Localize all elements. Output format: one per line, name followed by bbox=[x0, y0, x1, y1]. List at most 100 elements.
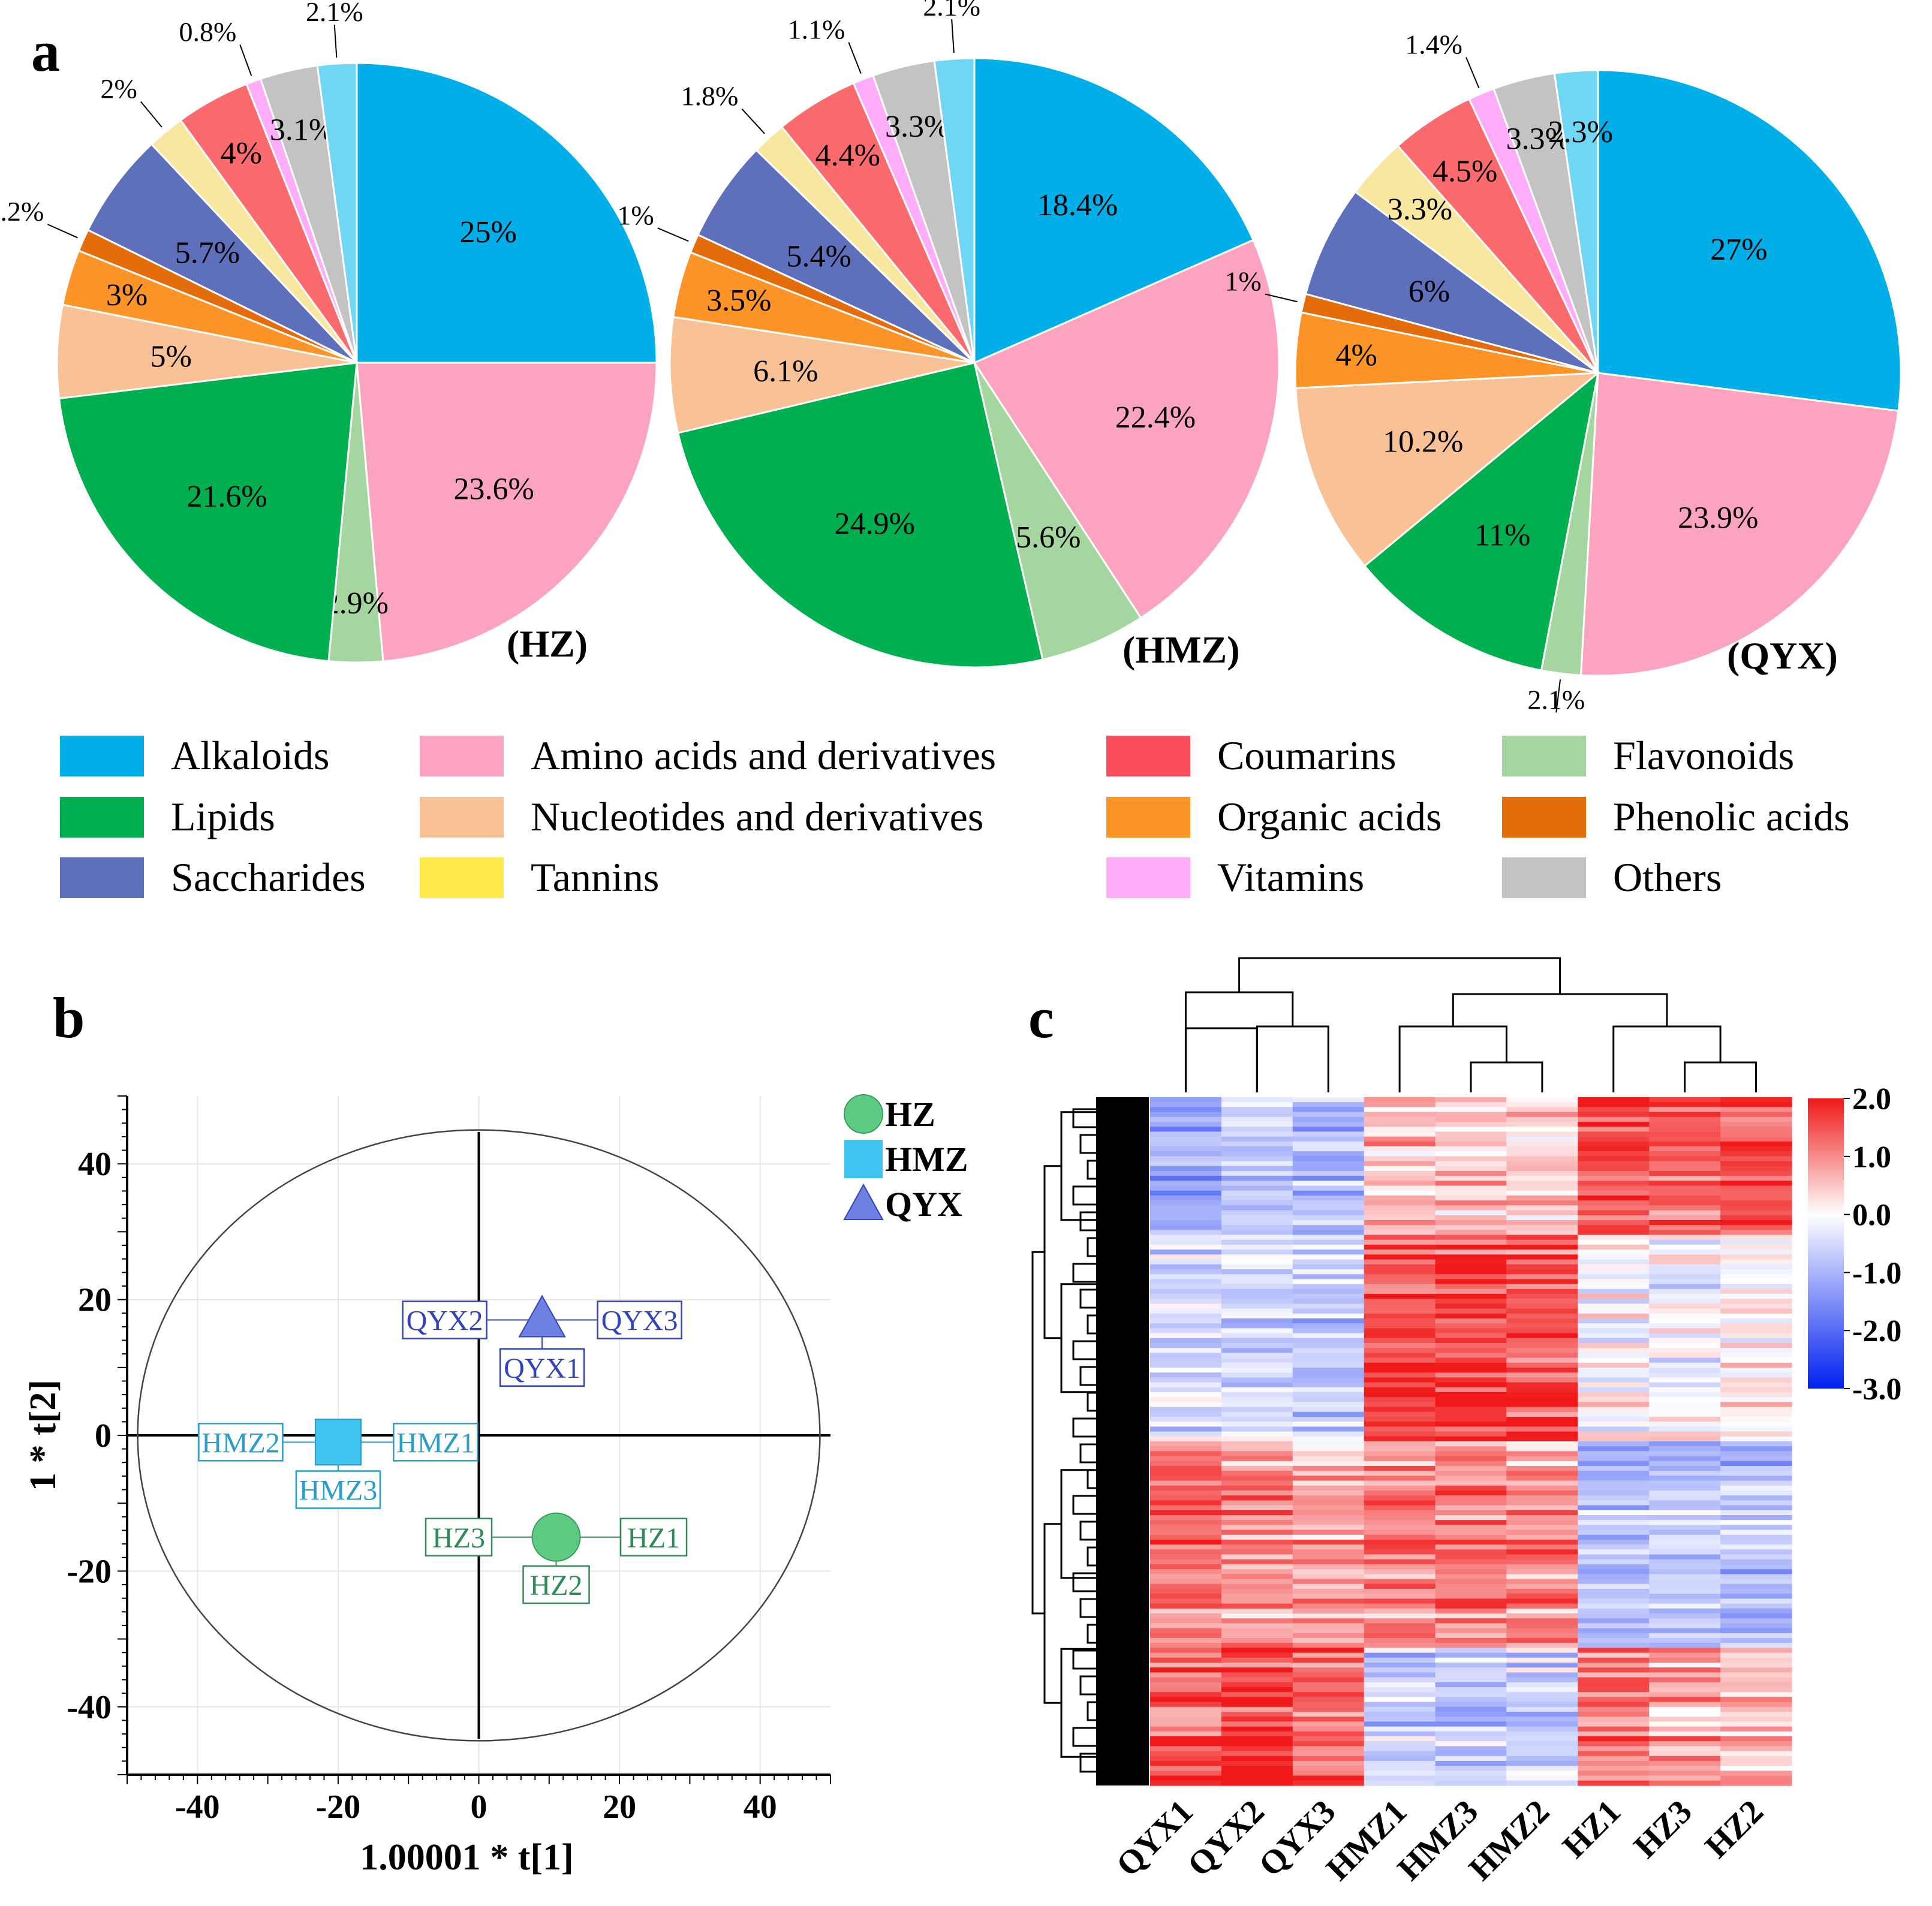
heatmap-cell bbox=[1578, 1407, 1650, 1413]
heatmap-cell bbox=[1506, 1210, 1578, 1216]
heatmap-cell bbox=[1292, 1461, 1365, 1467]
heatmap-cell bbox=[1720, 1377, 1792, 1383]
heatmap-cell bbox=[1720, 1603, 1792, 1609]
heatmap-cell bbox=[1364, 1294, 1436, 1299]
pie-slice-label: 4.5% bbox=[1433, 154, 1497, 188]
heatmap-cell bbox=[1649, 1141, 1721, 1147]
heatmap-cell bbox=[1435, 1279, 1507, 1285]
heatmap-cell bbox=[1150, 1176, 1222, 1181]
heatmap-cell bbox=[1506, 1303, 1578, 1309]
heatmap-cell bbox=[1435, 1249, 1507, 1255]
heatmap-cell bbox=[1150, 1770, 1222, 1776]
heatmap-cell bbox=[1435, 1181, 1507, 1187]
pie-chart-qyx: 27% 23.9% 2.1% 11% 10.2% 4% 1% 6% 3.3% 4.5% 1.4% 3.… bbox=[1224, 29, 1902, 715]
heatmap-cell bbox=[1364, 1706, 1436, 1712]
heatmap-cell bbox=[1720, 1446, 1792, 1452]
heatmap-cell bbox=[1150, 1131, 1222, 1137]
heatmap-cell bbox=[1435, 1549, 1507, 1555]
heatmap-cell bbox=[1364, 1392, 1436, 1398]
heatmap-cell bbox=[1649, 1534, 1721, 1540]
heatmap-cell bbox=[1578, 1234, 1650, 1240]
row-dendrogram-branch bbox=[1072, 1649, 1097, 1670]
heatmap-cell bbox=[1150, 1451, 1222, 1457]
heatmap-cell bbox=[1435, 1485, 1507, 1491]
heatmap-cell bbox=[1150, 1471, 1222, 1476]
heatmap-cell bbox=[1221, 1761, 1293, 1766]
heatmap-cell bbox=[1221, 1397, 1293, 1402]
heatmap-cell bbox=[1435, 1500, 1507, 1506]
heatmap-cell bbox=[1649, 1721, 1721, 1727]
heatmap-cell bbox=[1649, 1520, 1721, 1525]
heatmap-cell bbox=[1364, 1146, 1436, 1152]
heatmap-cell bbox=[1221, 1663, 1293, 1668]
heatmap-cell bbox=[1720, 1166, 1792, 1172]
heatmap-cell bbox=[1506, 1382, 1578, 1388]
heatmap-cell bbox=[1221, 1353, 1293, 1359]
heatmap-cell bbox=[1578, 1426, 1650, 1432]
legend-marker-qyx bbox=[843, 1183, 884, 1220]
heatmap-cell bbox=[1292, 1770, 1365, 1776]
heatmap-cell bbox=[1435, 1151, 1507, 1157]
heatmap-cell bbox=[1292, 1402, 1365, 1408]
heatmap-cell bbox=[1720, 1613, 1792, 1619]
heatmap-cell bbox=[1578, 1746, 1650, 1752]
heatmap-cell bbox=[1506, 1328, 1578, 1334]
heatmap-cell bbox=[1578, 1200, 1650, 1206]
heatmap-cell bbox=[1720, 1569, 1792, 1574]
heatmap-cell bbox=[1578, 1702, 1650, 1708]
heatmap-cell bbox=[1150, 1529, 1222, 1535]
heatmap-cell bbox=[1578, 1485, 1650, 1491]
scatter-legend-label: HZ bbox=[885, 1095, 935, 1134]
heatmap-cell bbox=[1506, 1141, 1578, 1147]
heatmap-cell bbox=[1292, 1569, 1365, 1574]
heatmap-cell bbox=[1506, 1097, 1578, 1103]
heatmap-cell bbox=[1720, 1770, 1792, 1776]
heatmap-cell bbox=[1649, 1456, 1721, 1462]
heatmap-cell bbox=[1150, 1225, 1222, 1230]
heatmap-cell bbox=[1435, 1313, 1507, 1319]
heatmap-cell bbox=[1578, 1652, 1650, 1658]
heatmap-cell bbox=[1364, 1579, 1436, 1585]
heatmap-cell bbox=[1435, 1741, 1507, 1747]
heatmap-cell bbox=[1506, 1598, 1578, 1604]
heatmap-cell bbox=[1506, 1196, 1578, 1201]
heatmap-cell bbox=[1435, 1583, 1507, 1589]
heatmap-cell bbox=[1150, 1598, 1222, 1604]
heatmap-cell bbox=[1150, 1712, 1222, 1717]
heatmap-cell bbox=[1221, 1480, 1293, 1486]
heatmap-cell bbox=[1578, 1687, 1650, 1693]
heatmap-cell bbox=[1649, 1102, 1721, 1107]
heatmap-cell bbox=[1649, 1426, 1721, 1432]
row-dendrogram-branch bbox=[1060, 1283, 1097, 1393]
heatmap-cell bbox=[1150, 1736, 1222, 1742]
heatmap-cell bbox=[1720, 1387, 1792, 1393]
heatmap-cell bbox=[1649, 1751, 1721, 1757]
heatmap-cell bbox=[1720, 1657, 1792, 1663]
heatmap-cell bbox=[1364, 1181, 1436, 1187]
heatmap-cell bbox=[1150, 1638, 1222, 1643]
heatmap-cell bbox=[1292, 1422, 1365, 1427]
heatmap-cell bbox=[1364, 1677, 1436, 1683]
heatmap-cell bbox=[1578, 1422, 1650, 1427]
heatmap-cell bbox=[1720, 1372, 1792, 1378]
heatmap-cell bbox=[1292, 1603, 1365, 1609]
heatmap-cell bbox=[1435, 1382, 1507, 1388]
heatmap-cell bbox=[1435, 1348, 1507, 1353]
heatmap-cell bbox=[1506, 1456, 1578, 1462]
heatmap-cell bbox=[1720, 1702, 1792, 1708]
heatmap-cell bbox=[1578, 1736, 1650, 1742]
heatmap-cell bbox=[1150, 1122, 1222, 1127]
heatmap-cell bbox=[1364, 1736, 1436, 1742]
heatmap-cell bbox=[1720, 1127, 1792, 1132]
color-scale-label: -2.0 bbox=[1852, 1314, 1901, 1348]
heatmap-cell bbox=[1578, 1382, 1650, 1388]
heatmap-cell bbox=[1364, 1471, 1436, 1476]
heatmap-cell bbox=[1221, 1210, 1293, 1216]
heatmap-cell bbox=[1292, 1751, 1365, 1757]
heatmap-cell bbox=[1578, 1648, 1650, 1654]
heatmap-cell bbox=[1150, 1116, 1222, 1122]
heatmap-cell bbox=[1364, 1594, 1436, 1599]
heatmap-cell bbox=[1292, 1775, 1365, 1781]
heatmap-cell bbox=[1150, 1269, 1222, 1275]
heatmap-cell bbox=[1292, 1284, 1365, 1290]
